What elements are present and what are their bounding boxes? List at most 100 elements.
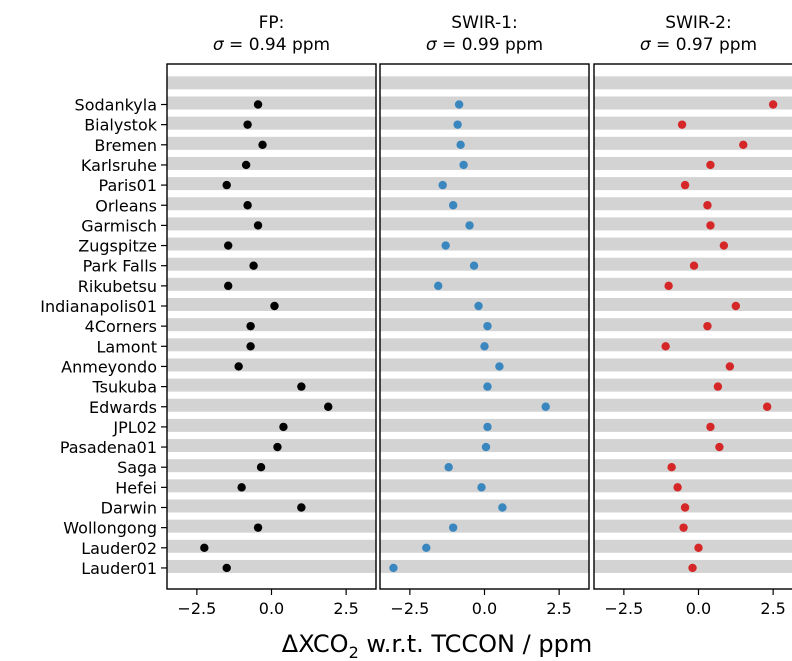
row-band [594,156,792,170]
row-band [380,237,589,251]
data-point-JPL02 [279,422,288,432]
data-point-Karlsruhe [459,160,468,170]
data-point-Garmisch [253,221,263,230]
panel-title-line2: σ = 0.94 ppm [213,35,330,55]
data-point-Bremen [739,140,748,149]
row-band [380,539,589,553]
x-tick-label: −2.5 [177,599,216,618]
data-point-Anmeyondo [234,362,243,371]
site-label: Karlsruhe [81,156,157,175]
row-band [167,217,376,231]
row-band [380,197,589,211]
data-point-4Corners [483,321,492,331]
site-label: Park Falls [83,257,157,276]
data-point-Pasadena01 [715,442,724,452]
row-band [594,479,792,493]
site-label: 4Corners [85,317,157,336]
data-point-Garmisch [465,221,474,230]
data-point-Lauder01 [222,563,231,573]
data-point-Park Falls [689,261,699,270]
row-band [167,358,376,372]
row-band [380,459,589,473]
row-band [594,318,792,332]
sigma-symbol: σ [426,35,438,55]
site-label: Garmisch [81,216,157,235]
sigma-value: = 0.94 ppm [224,35,330,55]
data-point-Rikubetsu [664,281,673,291]
row-band [594,539,792,553]
data-point-Sodankyla [253,100,263,109]
x-axis-label-rest: w.r.t. TCCON / ppm [359,630,592,658]
row-band [167,539,376,553]
data-point-Karlsruhe [706,160,715,170]
data-point-4Corners [703,321,712,331]
row-band [167,559,376,573]
data-point-Paris01 [438,180,447,190]
data-point-Bialystok [243,120,252,129]
sigma-value: = 0.99 ppm [437,35,543,55]
data-point-Darwin [680,503,690,512]
site-label: Edwards [89,398,157,417]
row-band [167,338,376,352]
row-band [167,459,376,473]
site-label: Hefei [115,478,157,497]
panel-2: SWIR-1:σ = 0.99 ppm−2.5 0.0 2.5 [379,13,590,618]
row-band [380,277,589,291]
panel-title-line2: σ = 0.99 ppm [426,35,543,55]
data-point-Darwin [498,503,507,512]
site-label: Indianapolis01 [40,297,157,316]
data-point-Darwin [297,503,306,512]
site-label: Paris01 [99,176,157,195]
row-band [167,479,376,493]
data-point-Garmisch [706,221,715,230]
data-point-Indianapolis01 [731,301,741,311]
panel-title-line1: FP: [259,13,285,33]
data-point-Wollongong [253,523,263,532]
row-band [380,217,589,231]
row-band [594,378,792,392]
data-point-Orleans [243,201,252,210]
sigma-symbol: σ [213,35,225,55]
data-point-Saga [444,463,453,472]
row-band [594,277,792,291]
site-label: Lamont [96,337,157,356]
row-band [380,116,589,130]
panel-title-line1: SWIR-1: [451,13,517,33]
data-point-Lamont [480,342,489,351]
data-point-Anmeyondo [495,362,504,371]
data-point-Saga [667,463,676,472]
row-band [167,439,376,453]
site-label: Bialystok [84,116,158,135]
x-tick-label: 2.5 [333,599,358,618]
data-point-Sodankyla [768,100,778,109]
data-point-Paris01 [680,180,690,190]
row-band [380,519,589,533]
data-point-Wollongong [679,523,688,532]
data-point-Pasadena01 [273,442,282,452]
row-band [594,298,792,311]
row-band [594,116,792,130]
site-label: Zugspitze [78,237,157,256]
x-axis-label: ΔXCO2 w.r.t. TCCON / ppm [282,630,592,661]
x-tick-label: 2.5 [760,599,785,618]
data-point-Tsukuba [297,382,306,391]
site-label: Sodankyla [75,96,157,115]
row-band [167,136,376,150]
data-point-Indianapolis01 [270,301,279,311]
site-label: Lauder02 [81,539,157,558]
row-band [167,418,376,432]
data-point-Edwards [541,402,550,411]
row-band [167,177,376,191]
x-tick-label: 0.0 [472,599,497,618]
data-point-Lauder01 [688,563,697,573]
row-band [594,197,792,211]
site-label: Tsukuba [92,378,157,397]
x-axis-label-subscript: 2 [349,643,359,661]
data-point-Zugspitze [441,241,450,250]
row-band [167,257,376,271]
row-band [594,358,792,372]
row-band [167,318,376,332]
row-band [167,378,376,392]
data-point-JPL02 [483,422,492,432]
row-band [167,116,376,130]
